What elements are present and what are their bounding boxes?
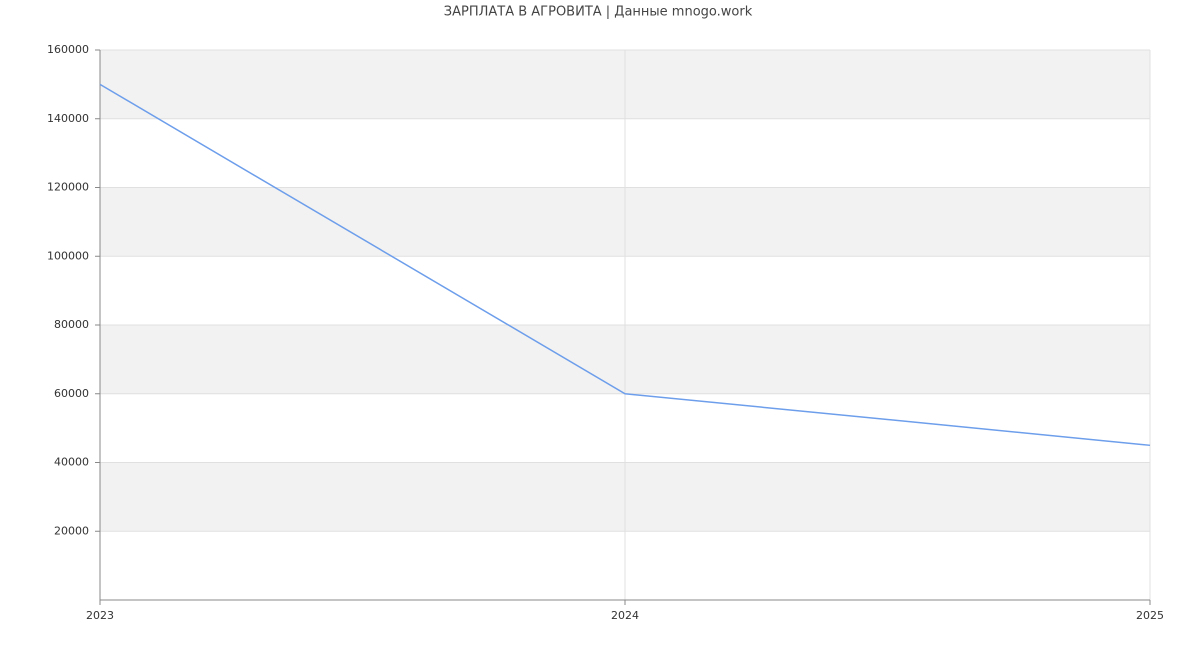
y-tick-label: 20000 — [54, 524, 89, 537]
y-tick-label: 80000 — [54, 318, 89, 331]
x-tick-label: 2025 — [1136, 609, 1164, 622]
chart-title: ЗАРПЛАТА В АГРОВИТА | Данные mnogo.work — [444, 5, 753, 20]
x-tick-label: 2024 — [611, 609, 639, 622]
line-series — [99, 83, 1151, 447]
y-tick-label: 120000 — [47, 181, 89, 194]
y-tick-label: 60000 — [54, 387, 89, 400]
x-tick-label: 2023 — [86, 609, 114, 622]
y-tick-label: 40000 — [54, 456, 89, 469]
y-tick-label: 100000 — [47, 249, 89, 262]
y-tick-label: 140000 — [47, 112, 89, 125]
y-tick-label: 160000 — [47, 43, 89, 56]
